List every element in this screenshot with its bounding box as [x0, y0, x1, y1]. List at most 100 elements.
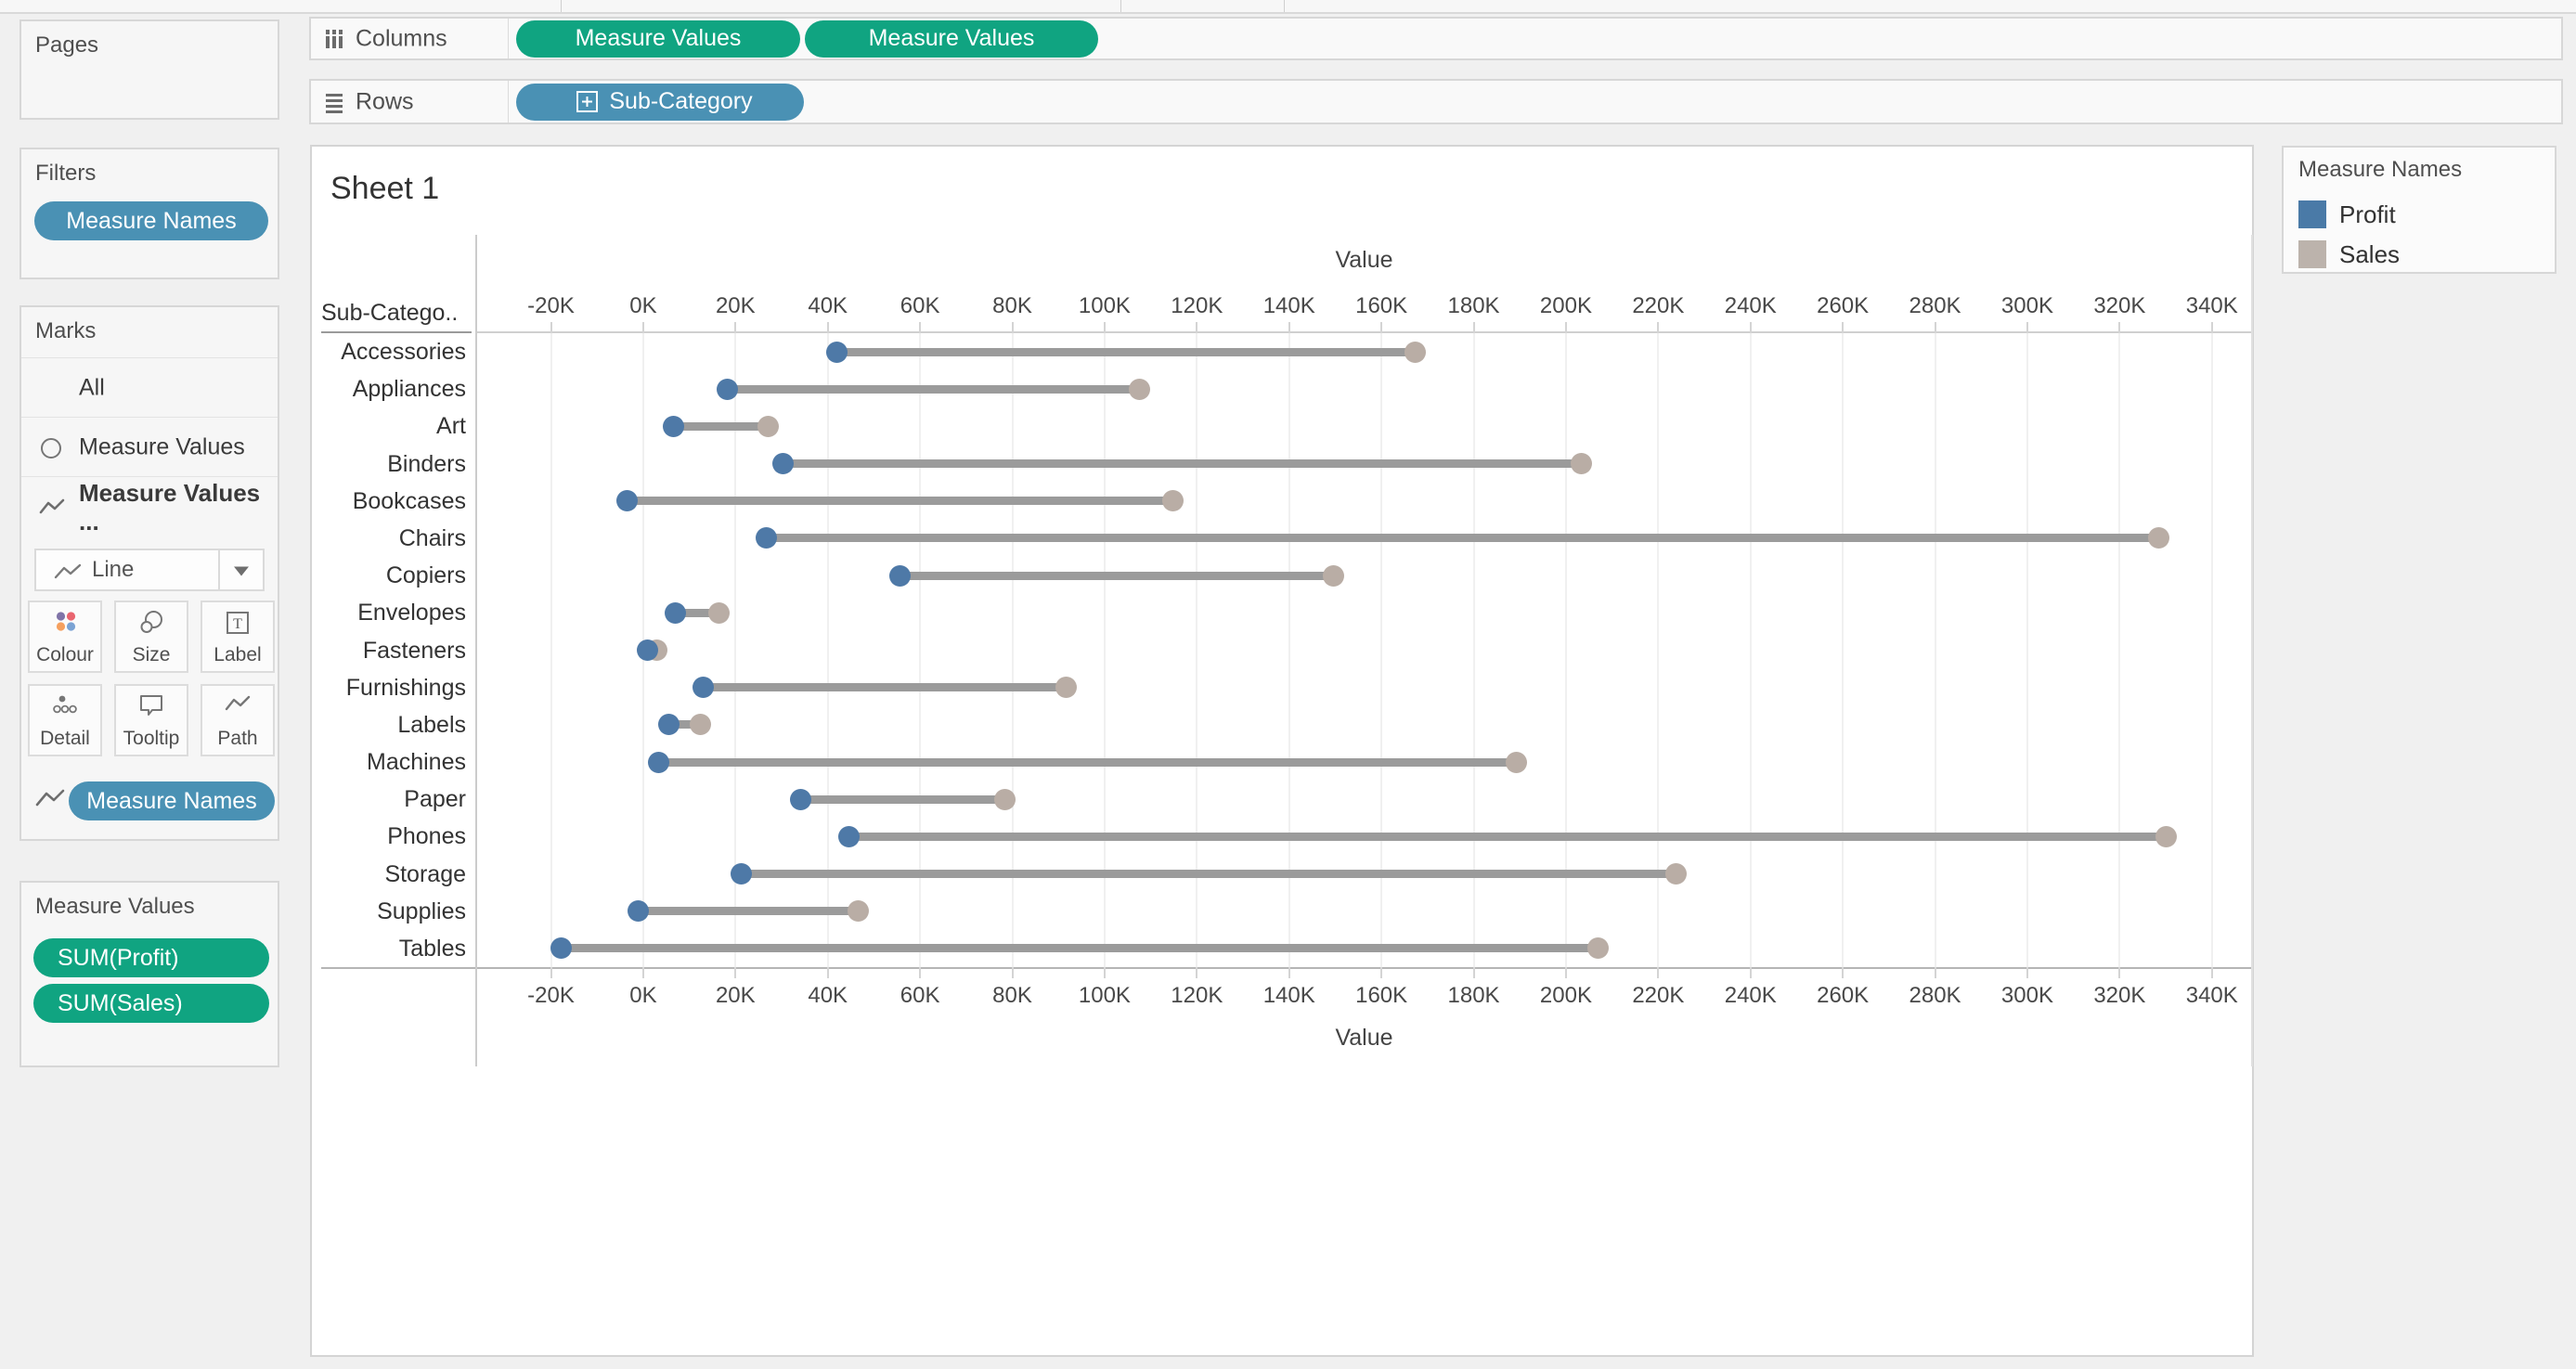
profit-dot[interactable] — [693, 677, 715, 699]
category-label[interactable]: Machines — [367, 749, 466, 776]
dumbbell-connector[interactable] — [675, 608, 719, 617]
rows-shelf[interactable]: Rows Sub-Category — [309, 79, 2563, 124]
rows-pill-sub-category[interactable]: Sub-Category — [516, 83, 804, 121]
dumbbell-connector[interactable] — [668, 720, 701, 730]
sales-dot[interactable] — [1571, 453, 1593, 475]
dumbbell-connector[interactable] — [561, 944, 1599, 953]
filter-pill-measure-names[interactable]: Measure Names — [34, 201, 268, 240]
sales-dot[interactable] — [1162, 490, 1184, 512]
marks-tab-measure-values[interactable]: Measure Values — [21, 417, 278, 477]
sales-dot[interactable] — [757, 415, 780, 437]
profit-dot[interactable] — [771, 453, 794, 475]
sales-dot[interactable] — [1587, 937, 1610, 960]
profit-dot[interactable] — [665, 601, 687, 624]
category-label[interactable]: Binders — [387, 450, 466, 477]
detail-button[interactable]: Detail — [28, 684, 102, 756]
profit-dot[interactable] — [657, 714, 680, 736]
tooltip-button[interactable]: Tooltip — [114, 684, 188, 756]
mark-type-dropdown[interactable]: Line — [34, 549, 265, 591]
profit-dot[interactable] — [550, 937, 573, 960]
profit-dot[interactable] — [825, 341, 848, 363]
dumbbell-connector[interactable] — [638, 907, 859, 916]
dumbbell-connector[interactable] — [658, 757, 1517, 767]
colour-button[interactable]: Colour — [28, 601, 102, 673]
label-button[interactable]: T Label — [201, 601, 275, 673]
dumbbell-connector[interactable] — [741, 870, 1676, 879]
category-label[interactable]: Chairs — [398, 524, 466, 551]
profit-dot[interactable] — [789, 788, 811, 810]
x-axis-tick — [1011, 322, 1014, 333]
mark-type-dropdown-arrow[interactable] — [218, 550, 263, 589]
legend-swatch-profit[interactable] — [2298, 200, 2326, 228]
pages-title: Pages — [35, 32, 99, 58]
profit-dot[interactable] — [888, 564, 911, 587]
sales-dot[interactable] — [1322, 564, 1344, 587]
category-label[interactable]: Paper — [404, 786, 466, 813]
profit-dot[interactable] — [662, 415, 684, 437]
legend-item-sales[interactable]: Sales — [2298, 238, 2400, 271]
line-encoding-icon — [34, 786, 66, 815]
dumbbell-connector[interactable] — [800, 794, 1005, 804]
profit-dot[interactable] — [648, 751, 670, 773]
profit-dot[interactable] — [755, 527, 777, 549]
measure-values-pill[interactable]: SUM(Profit) — [33, 938, 269, 977]
marks-tab-all[interactable]: All — [21, 357, 278, 418]
pages-shelf[interactable]: Pages — [19, 19, 279, 120]
dumbbell-connector[interactable] — [766, 534, 2159, 543]
rows-pills: Sub-Category — [516, 83, 804, 121]
x-axis-rail-left[interactable] — [475, 235, 477, 1066]
sales-dot[interactable] — [708, 601, 731, 624]
columns-pill-measure-values[interactable]: Measure Values — [805, 19, 1098, 58]
category-label[interactable]: Accessories — [341, 339, 466, 366]
profit-dot[interactable] — [616, 490, 639, 512]
sales-dot[interactable] — [994, 788, 1016, 810]
sales-dot[interactable] — [848, 900, 870, 923]
sales-dot[interactable] — [1664, 863, 1687, 885]
category-label[interactable]: Bookcases — [352, 487, 466, 514]
profit-dot[interactable] — [837, 825, 860, 847]
row-header-field-label[interactable]: Sub-Catego.. — [321, 300, 459, 326]
sales-dot[interactable] — [1128, 378, 1150, 400]
category-label[interactable]: Furnishings — [345, 674, 466, 701]
size-button[interactable]: Size — [114, 601, 188, 673]
sales-dot[interactable] — [1055, 677, 1078, 699]
sales-dot[interactable] — [1505, 751, 1527, 773]
category-label[interactable]: Fasteners — [362, 637, 466, 664]
category-label[interactable]: Tables — [398, 935, 466, 962]
dumbbell-connector[interactable] — [848, 832, 2167, 841]
encoding-pill-measure-names[interactable]: Measure Names — [69, 781, 275, 820]
category-label[interactable]: Phones — [387, 823, 466, 850]
category-label[interactable]: Storage — [384, 860, 466, 887]
marks-tab-measure-values-active[interactable]: Measure Values ... — [21, 476, 278, 537]
legend-swatch-sales[interactable] — [2298, 240, 2326, 268]
expand-plus-icon[interactable] — [575, 89, 600, 114]
profit-dot[interactable] — [716, 378, 738, 400]
dumbbell-connector[interactable] — [673, 421, 769, 431]
sales-dot[interactable] — [690, 714, 712, 736]
filters-shelf[interactable]: Filters Measure Names — [19, 148, 279, 279]
measure-values-pill[interactable]: SUM(Sales) — [33, 984, 269, 1023]
category-label[interactable]: Copiers — [385, 562, 466, 589]
sales-dot[interactable] — [1405, 341, 1427, 363]
dumbbell-connector[interactable] — [727, 384, 1140, 394]
category-label[interactable]: Supplies — [377, 898, 466, 924]
columns-pill-measure-values[interactable]: Measure Values — [516, 19, 800, 58]
legend-item-profit[interactable]: Profit — [2298, 198, 2396, 231]
sales-dot[interactable] — [2155, 825, 2177, 847]
category-label[interactable]: Envelopes — [357, 600, 466, 626]
dumbbell-connector[interactable] — [703, 683, 1067, 692]
profit-dot[interactable] — [627, 900, 649, 923]
columns-shelf[interactable]: Columns Measure Values Measure Values — [309, 17, 2563, 60]
category-label[interactable]: Art — [436, 413, 466, 440]
category-label[interactable]: Labels — [397, 711, 466, 738]
dumbbell-connector[interactable] — [783, 459, 1582, 469]
dumbbell-connector[interactable] — [900, 571, 1334, 580]
path-button[interactable]: Path — [201, 684, 275, 756]
profit-dot[interactable] — [637, 639, 659, 661]
dumbbell-connector[interactable] — [836, 347, 1416, 356]
category-label[interactable]: Appliances — [352, 376, 466, 403]
sales-dot[interactable] — [2147, 527, 2169, 549]
dumbbell-connector[interactable] — [627, 497, 1173, 506]
gridline — [1749, 333, 1752, 967]
profit-dot[interactable] — [731, 863, 753, 885]
